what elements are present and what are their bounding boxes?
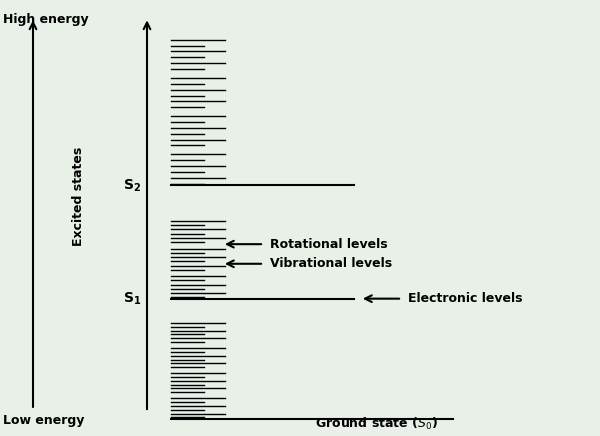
Text: Low energy: Low energy	[3, 414, 85, 427]
Text: Rotational levels: Rotational levels	[270, 238, 388, 251]
Text: Vibrational levels: Vibrational levels	[270, 257, 392, 270]
Text: Ground state ($S_0$): Ground state ($S_0$)	[315, 416, 438, 432]
Text: Excited states: Excited states	[71, 146, 85, 246]
Text: $\mathbf{S_2}$: $\mathbf{S_2}$	[123, 177, 141, 194]
Text: High energy: High energy	[3, 13, 89, 26]
Text: $\mathbf{S_1}$: $\mathbf{S_1}$	[123, 290, 141, 307]
Text: Electronic levels: Electronic levels	[408, 292, 523, 305]
